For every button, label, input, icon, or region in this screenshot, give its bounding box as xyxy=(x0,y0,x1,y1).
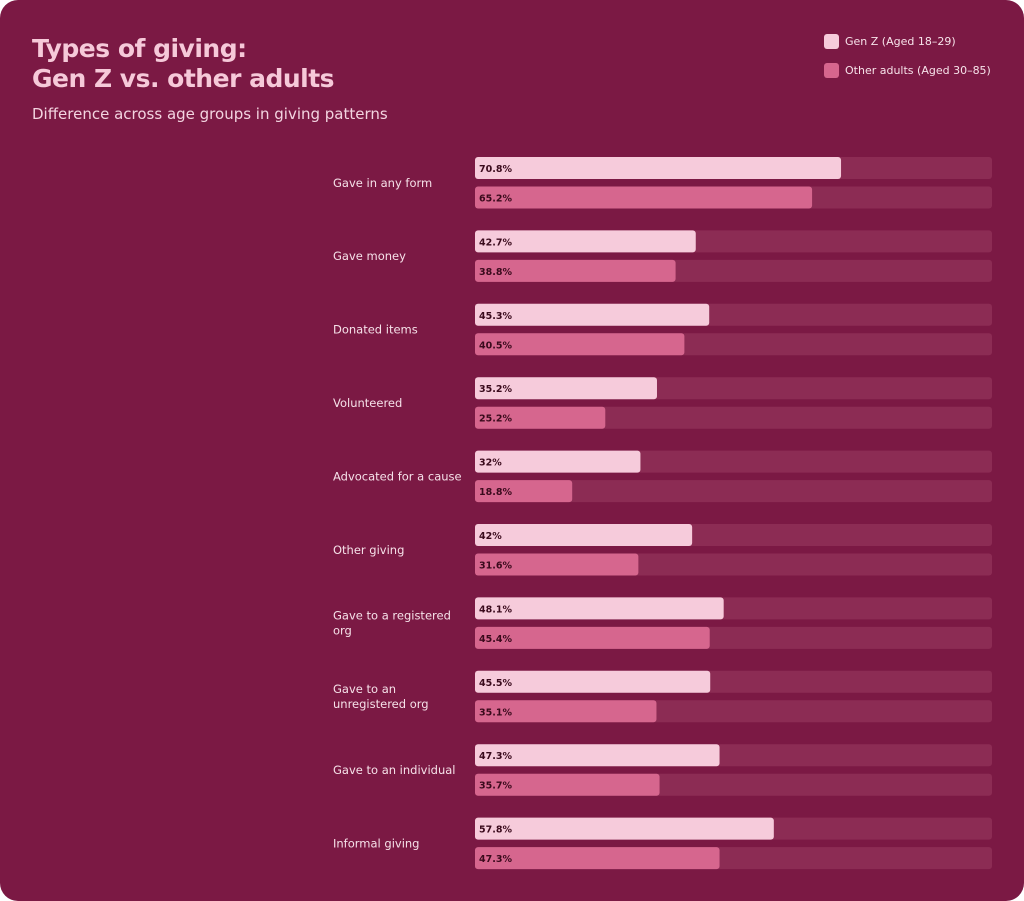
value-label: 25.2% xyxy=(479,414,512,425)
bar-other-adults xyxy=(475,406,606,429)
legend-label-other-adults: Other adults (Aged 30–85) xyxy=(845,63,991,77)
legend-item-gen-z: Gen Z (Aged 18–29) xyxy=(824,31,991,51)
category-label: Volunteered xyxy=(333,396,402,410)
value-label: 35.1% xyxy=(479,707,512,718)
category-label: org xyxy=(333,624,352,638)
bar-gen-z xyxy=(475,230,696,253)
bar-other-adults xyxy=(475,480,573,503)
category-label: unregistered org xyxy=(333,697,429,711)
value-label: 48.1% xyxy=(479,604,512,615)
bar-other-adults xyxy=(475,626,710,649)
value-label: 40.5% xyxy=(479,340,512,351)
category-label: Informal giving xyxy=(333,836,419,850)
category-label: Gave to an xyxy=(333,682,396,696)
chart-subtitle: Difference across age groups in giving p… xyxy=(32,105,388,123)
category-label: Advocated for a cause xyxy=(333,469,462,483)
value-label: 65.2% xyxy=(479,194,512,205)
value-label: 42.7% xyxy=(479,237,512,248)
bar-gen-z xyxy=(475,303,710,326)
chart-title: Types of giving: Gen Z vs. other adults xyxy=(32,34,335,94)
bar-gen-z xyxy=(475,524,693,546)
value-label: 47.3% xyxy=(479,854,512,865)
bar-gen-z xyxy=(475,817,774,840)
bar-other-adults xyxy=(475,259,676,282)
value-label: 45.4% xyxy=(479,634,512,645)
bar-gen-z xyxy=(475,670,711,693)
value-label: 47.3% xyxy=(479,751,512,762)
bar-other-adults xyxy=(475,773,660,796)
legend-label-gen-z: Gen Z (Aged 18–29) xyxy=(845,34,956,48)
category-label: Donated items xyxy=(333,323,418,337)
value-label: 38.8% xyxy=(479,267,512,278)
value-label: 31.6% xyxy=(479,561,512,572)
value-label: 35.7% xyxy=(479,781,512,792)
chart-title-line-1: Types of giving: xyxy=(32,34,247,63)
value-label: 45.5% xyxy=(479,678,512,689)
value-label: 32% xyxy=(479,458,502,469)
bar-track xyxy=(475,480,992,503)
category-label: Gave in any form xyxy=(333,176,432,190)
bar-gen-z xyxy=(475,597,724,620)
bar-other-adults xyxy=(475,553,639,576)
legend-swatch-gen-z xyxy=(824,33,839,49)
category-label: Other giving xyxy=(333,543,404,557)
legend-item-other-adults: Other adults (Aged 30–85) xyxy=(824,60,991,80)
bar-gen-z xyxy=(475,450,641,473)
bar-other-adults xyxy=(475,847,720,870)
legend: Gen Z (Aged 18–29) Other adults (Aged 30… xyxy=(824,31,991,89)
bar-gen-z xyxy=(475,377,657,400)
value-label: 42% xyxy=(479,531,502,542)
legend-swatch-other-adults xyxy=(824,62,839,78)
bar-gen-z xyxy=(475,744,720,767)
bar-other-adults xyxy=(475,700,657,723)
value-label: 70.8% xyxy=(479,164,512,175)
bar-gen-z xyxy=(475,157,842,179)
value-label: 18.8% xyxy=(479,487,512,498)
category-label: Gave to a registered xyxy=(333,609,451,623)
value-label: 57.8% xyxy=(479,825,512,836)
bar-other-adults xyxy=(475,186,813,209)
category-label: Gave to an individual xyxy=(333,763,456,777)
value-label: 35.2% xyxy=(479,384,512,395)
category-label: Gave money xyxy=(333,249,406,263)
value-label: 45.3% xyxy=(479,311,512,322)
bar-other-adults xyxy=(475,333,685,356)
chart-title-line-2: Gen Z vs. other adults xyxy=(32,64,335,93)
